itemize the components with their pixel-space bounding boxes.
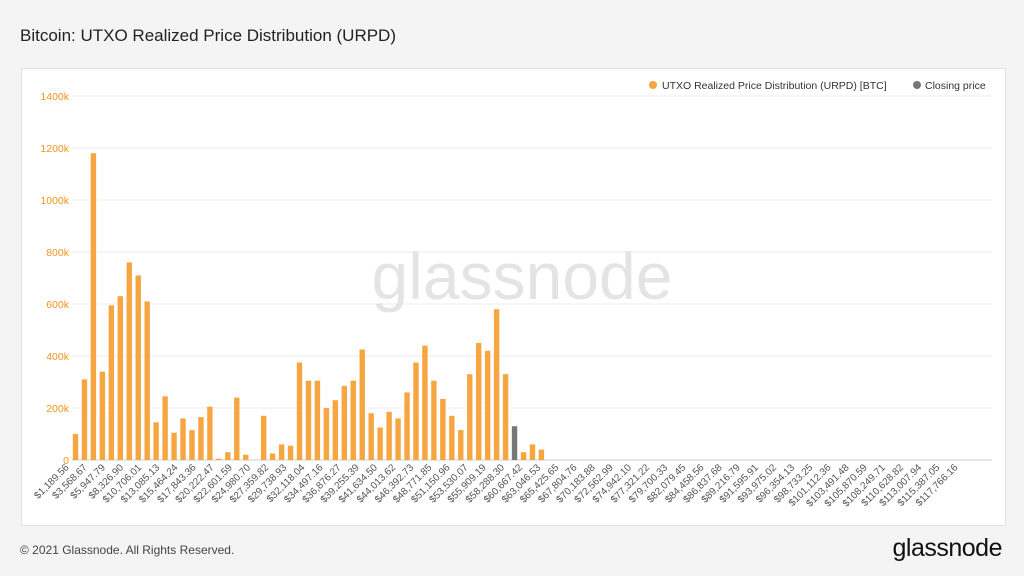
- bar-urpd: [404, 392, 410, 460]
- y-tick-label: 200k: [46, 403, 70, 415]
- bar-urpd: [422, 345, 428, 460]
- bar-urpd: [189, 430, 195, 460]
- bar-urpd: [234, 397, 240, 460]
- bar-urpd: [323, 408, 330, 460]
- page-title: Bitcoin: UTXO Realized Price Distributio…: [20, 26, 396, 45]
- bar-urpd: [243, 454, 249, 460]
- brand-logo: glassnode: [892, 534, 1003, 562]
- bar-urpd: [305, 380, 312, 460]
- x-axis: $1,189.56$3,568.67$5,947.79$8,326.90$10,…: [32, 462, 960, 509]
- bar-urpd: [341, 385, 347, 460]
- legend-swatch-urpd: [649, 81, 657, 89]
- bar-urpd: [449, 415, 455, 460]
- watermark: glassnode: [372, 239, 673, 313]
- bar-urpd: [538, 449, 545, 460]
- bar-urpd: [484, 350, 491, 460]
- bar-urpd: [72, 434, 79, 460]
- grid-layer: [72, 95, 992, 461]
- y-tick-label: 1200k: [40, 143, 69, 155]
- bar-urpd: [359, 349, 365, 460]
- bar-urpd: [458, 430, 464, 460]
- bar-urpd: [377, 427, 383, 460]
- bar-urpd: [287, 445, 294, 460]
- bar-urpd: [90, 153, 97, 460]
- bar-urpd: [171, 432, 177, 460]
- bar-urpd: [180, 418, 186, 460]
- bar-urpd: [117, 296, 123, 460]
- bar-closing-price: [511, 426, 518, 460]
- y-tick-label: 1000k: [40, 195, 69, 207]
- legend: UTXO Realized Price Distribution (URPD) …: [649, 80, 986, 92]
- chart-panel: glassnode 0 200k 400k 600k 800k 1000k 1200k 140…: [21, 68, 1006, 526]
- legend-label-urpd: UTXO Realized Price Distribution (URPD) …: [662, 80, 887, 92]
- bar-urpd: [395, 418, 401, 460]
- bar-urpd: [350, 380, 356, 460]
- bar-urpd: [413, 362, 419, 460]
- bar-urpd: [278, 444, 285, 460]
- bar-urpd: [108, 305, 115, 460]
- bar-urpd: [502, 374, 509, 460]
- bar-urpd: [529, 444, 536, 460]
- bar-urpd: [368, 413, 374, 460]
- legend-label-closing: Closing price: [925, 80, 986, 92]
- bar-urpd: [476, 343, 482, 460]
- chart-svg: glassnode 0 200k 400k 600k 800k 1000k 1200k 140…: [32, 80, 992, 509]
- y-tick-label: 400k: [46, 351, 70, 363]
- bar-urpd: [198, 417, 204, 460]
- bar-urpd: [260, 415, 267, 460]
- bar-urpd: [135, 275, 141, 460]
- bar-urpd: [162, 396, 168, 460]
- bar-urpd: [207, 406, 213, 460]
- bar-urpd: [520, 452, 527, 460]
- bar-urpd: [269, 453, 276, 460]
- bar-urpd: [431, 380, 437, 460]
- bar-urpd: [493, 309, 500, 460]
- footer-copyright: © 2021 Glassnode. All Rights Reserved.: [20, 543, 235, 557]
- y-tick-label: 600k: [46, 299, 70, 311]
- bar-urpd: [296, 362, 303, 460]
- bar-urpd: [332, 400, 339, 460]
- bar-urpd: [386, 411, 392, 460]
- bar-urpd: [314, 380, 321, 460]
- y-axis: 0 200k 400k 600k 800k 1000k 1200k 1400k: [40, 91, 69, 467]
- bar-urpd: [126, 262, 132, 460]
- bar-urpd: [467, 374, 473, 460]
- y-tick-label: 0: [63, 455, 69, 467]
- y-tick-label: 800k: [46, 247, 70, 259]
- legend-swatch-closing: [913, 81, 921, 89]
- bars-layer: [72, 153, 545, 460]
- y-tick-label: 1400k: [40, 91, 69, 103]
- bar-urpd: [81, 379, 88, 460]
- bar-urpd: [225, 452, 231, 460]
- bar-urpd: [99, 371, 106, 460]
- bar-urpd: [216, 458, 222, 460]
- bar-urpd: [440, 398, 446, 460]
- bar-urpd: [153, 422, 159, 460]
- bar-urpd: [144, 301, 150, 460]
